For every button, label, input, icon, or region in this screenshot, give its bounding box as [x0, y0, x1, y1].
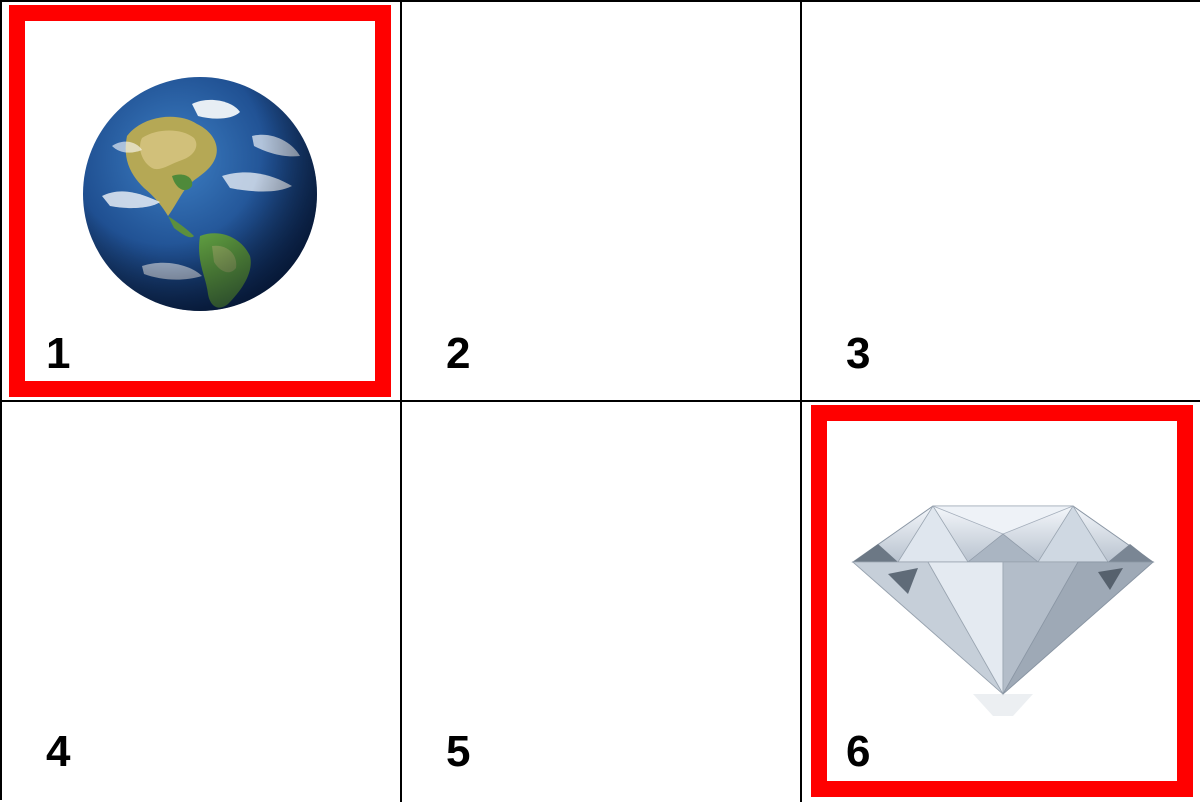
tile-number: 6 [846, 727, 871, 776]
tile-5[interactable]: 5 [402, 402, 802, 802]
earth-globe-image [83, 77, 317, 311]
tile-number: 4 [46, 727, 71, 776]
tile-3[interactable]: 3 [802, 2, 1200, 402]
tile-number: 5 [446, 727, 471, 776]
tile-1[interactable]: 1 [2, 2, 402, 402]
diamond-image [851, 505, 1155, 716]
selection-highlight [9, 5, 391, 397]
tile-number: 3 [846, 329, 871, 378]
tile-4[interactable]: 4 [2, 402, 402, 802]
tile-2[interactable]: 2 [402, 2, 802, 402]
selection-highlight [811, 405, 1193, 797]
tile-6[interactable]: 6 [802, 402, 1200, 802]
tile-number: 2 [446, 329, 471, 378]
tile-number: 1 [46, 329, 71, 378]
